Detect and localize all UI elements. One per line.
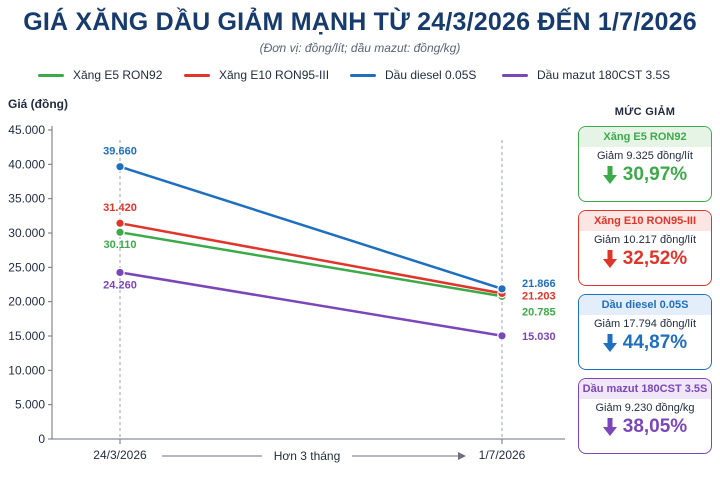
y-tick-label: 30.000	[8, 226, 45, 240]
period-annotation: Hơn 3 tháng	[274, 449, 341, 463]
data-label: 30.110	[103, 239, 136, 251]
series-line	[118, 221, 504, 295]
x-tick-label: 24/3/2026	[93, 448, 147, 462]
card-diesel-title: Dầu diesel 0.05S	[579, 295, 711, 315]
legend-swatch-e5	[38, 73, 64, 77]
arrow-right-icon	[458, 452, 466, 460]
arrow-down-icon	[602, 334, 617, 352]
data-point	[115, 267, 125, 278]
page-title: GIÁ XĂNG DẦU GIẢM MẠNH TỪ 24/3/2026 ĐẾN …	[23, 8, 697, 36]
arrow-down-icon	[602, 250, 617, 268]
legend-label-e10: Xăng E10 RON95-III	[219, 68, 330, 82]
y-tick-label: 25.000	[8, 260, 45, 274]
y-tick-label: 40.000	[8, 157, 45, 171]
card-mazut-percent: 38,05%	[622, 416, 688, 437]
data-point	[115, 227, 125, 238]
data-label: 15.030	[522, 331, 556, 343]
x-tick-label: 1/7/2026	[479, 448, 526, 462]
card-mazut: Dầu mazut 180CST 3.5S Giảm 9.230 đồng/kg…	[578, 378, 712, 454]
card-e10-percent: 32,52%	[622, 248, 688, 269]
card-e5-title: Xăng E5 RON92	[579, 127, 711, 147]
legend-swatch-mazut	[502, 73, 528, 77]
data-label: 31.420	[103, 202, 137, 214]
arrow-down-icon	[602, 418, 617, 436]
chart-legend: Xăng E5 RON92 Xăng E10 RON95-III Dầu die…	[38, 66, 718, 84]
data-label: 21.203	[522, 290, 556, 302]
panel-title: MỨC GIẢM	[614, 106, 676, 118]
data-label: 39.660	[103, 146, 137, 158]
legend-label-mazut: Dầu mazut 180CST 3.5S	[537, 68, 671, 82]
card-e10-detail: Giảm 10.217 đồng/lít	[593, 234, 697, 246]
data-point	[115, 218, 125, 229]
card-e5-detail: Giảm 9.325 đồng/lít	[596, 150, 693, 162]
series-line	[118, 230, 504, 298]
data-point	[497, 284, 507, 294]
card-e5: Xăng E5 RON92 Giảm 9.325 đồng/lít 30,97%	[578, 126, 712, 202]
data-label: 21.866	[522, 278, 556, 290]
line-chart: Giá (đồng) 0 5.000 10.000 15.000 20.000 25.000…	[8, 97, 565, 463]
y-axis-title: Giá (đồng)	[8, 97, 68, 111]
data-label: 20.785	[522, 306, 556, 318]
legend-item-mazut: Dầu mazut 180CST 3.5S	[502, 66, 670, 84]
card-diesel: Dầu diesel 0.05S Giảm 17.794 đồng/lít 44…	[578, 294, 712, 370]
y-tick-label: 20.000	[8, 295, 45, 309]
y-tick-label: 5.000	[15, 398, 45, 412]
legend-swatch-e10	[184, 73, 210, 77]
y-tick-label: 0	[38, 432, 45, 446]
legend-label-e5: Xăng E5 RON92	[73, 68, 163, 82]
y-tick-label: 10.000	[8, 363, 45, 377]
arrow-down-icon	[602, 166, 617, 184]
legend-item-e10: Xăng E10 RON95-III	[184, 66, 329, 84]
card-mazut-detail: Giảm 9.230 đồng/kg	[595, 402, 695, 414]
legend-item-e5: Xăng E5 RON92	[38, 66, 162, 84]
series-line	[118, 271, 504, 338]
legend-label-diesel: Dầu diesel 0.05S	[385, 68, 477, 82]
data-label: 24.260	[103, 279, 137, 291]
y-tick-label: 35.000	[8, 192, 45, 206]
legend-item-diesel: Dầu diesel 0.05S	[350, 66, 476, 84]
card-e10-title: Xăng E10 RON95-III	[579, 211, 711, 231]
y-tick-label: 45.000	[8, 123, 45, 137]
legend-swatch-diesel	[350, 73, 376, 77]
data-point	[497, 330, 507, 341]
card-diesel-percent: 44,87%	[622, 332, 688, 353]
page-subtitle: (Đơn vị: đồng/lít; dầu mazut: đồng/kg)	[259, 41, 461, 55]
card-diesel-detail: Giảm 17.794 đồng/lít	[593, 318, 697, 330]
y-tick-label: 15.000	[8, 329, 45, 343]
card-mazut-title: Dầu mazut 180CST 3.5S	[579, 379, 711, 399]
series-line	[118, 165, 504, 291]
card-e10: Xăng E10 RON95-III Giảm 10.217 đồng/lít …	[578, 210, 712, 286]
card-e5-percent: 30,97%	[622, 164, 688, 185]
data-point	[115, 161, 125, 172]
